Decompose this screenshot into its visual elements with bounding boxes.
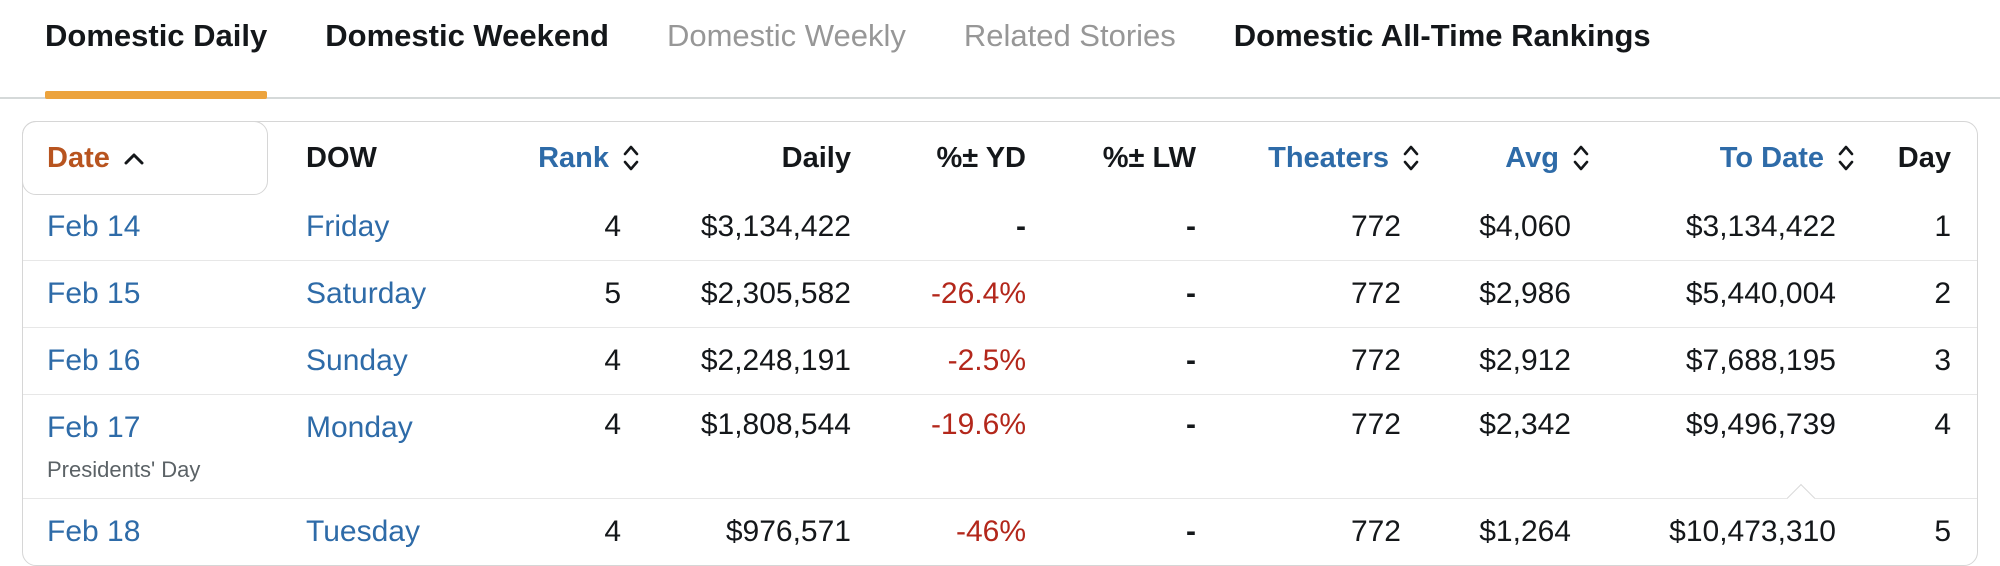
column-header-theaters[interactable]: Theaters <box>1196 122 1421 194</box>
table-row: Feb 14 Friday 4 $3,134,422 - - 772 $4,06… <box>23 194 1977 260</box>
sort-toggle-icon <box>1836 143 1856 173</box>
column-header-pct-yd: %± YD <box>851 122 1026 194</box>
avg-per-theater-value: $4,060 <box>1479 210 1571 243</box>
theaters-value: 772 <box>1350 515 1401 548</box>
sort-toggle-icon <box>1401 143 1421 173</box>
gross-to-date-value: $9,496,739 <box>1685 408 1836 441</box>
table-row: Feb 17 Presidents' Day Monday 4 $1,808,5… <box>23 394 1977 498</box>
daily-gross-value: $1,808,544 <box>700 408 851 441</box>
sort-ascending-icon <box>122 151 146 166</box>
header-label: Date <box>47 141 110 174</box>
daily-gross-value: $2,248,191 <box>700 344 851 377</box>
tab-label: Domestic Weekend <box>325 18 609 53</box>
active-tab-underline <box>45 91 268 99</box>
header-label: Avg <box>1505 141 1559 174</box>
tab-label: Domestic All-Time Rankings <box>1233 18 1651 53</box>
column-header-to-date[interactable]: To Date <box>1591 122 1856 194</box>
avg-per-theater-value: $2,986 <box>1479 277 1571 310</box>
rank-value: 4 <box>604 210 621 243</box>
pct-change-yd-value: -46% <box>955 515 1026 548</box>
header-label: Daily <box>781 141 851 174</box>
header-label: Theaters <box>1268 141 1389 174</box>
column-header-pct-lw: %± LW <box>1026 122 1196 194</box>
column-header-date[interactable]: Date <box>23 122 266 194</box>
column-header-dow: DOW <box>266 122 501 194</box>
daily-gross-value: $3,134,422 <box>700 210 851 243</box>
date-link[interactable]: Feb 15 <box>47 277 141 310</box>
avg-per-theater-value: $2,912 <box>1479 344 1571 377</box>
dow-link[interactable]: Friday <box>306 210 390 243</box>
dow-link[interactable]: Saturday <box>306 277 427 310</box>
tab-bar: Domestic Daily Domestic Weekend Domestic… <box>0 0 2000 99</box>
avg-per-theater-value: $2,342 <box>1479 408 1571 441</box>
gross-to-date-value: $10,473,310 <box>1669 515 1836 548</box>
date-link[interactable]: Feb 18 <box>47 515 141 548</box>
pct-change-lw-value: - <box>1186 277 1196 310</box>
column-header-daily: Daily <box>641 122 851 194</box>
header-label: Day <box>1897 141 1951 174</box>
date-link[interactable]: Feb 17 <box>47 411 141 444</box>
holiday-note: Presidents' Day <box>47 457 201 482</box>
header-label: To Date <box>1719 141 1824 174</box>
day-number-value: 1 <box>1934 210 1951 243</box>
gross-to-date-value: $5,440,004 <box>1685 277 1836 310</box>
pct-change-yd-value: -26.4% <box>930 277 1026 310</box>
day-number-value: 5 <box>1934 515 1951 548</box>
dow-link[interactable]: Monday <box>306 411 413 444</box>
theaters-value: 772 <box>1350 344 1401 377</box>
gross-to-date-value: $7,688,195 <box>1685 344 1836 377</box>
theaters-value: 772 <box>1350 408 1401 441</box>
avg-per-theater-value: $1,264 <box>1479 515 1571 548</box>
dow-link[interactable]: Tuesday <box>306 515 420 548</box>
tab-label: Domestic Daily <box>45 18 268 53</box>
date-link[interactable]: Feb 16 <box>47 344 141 377</box>
daily-gross-value: $2,305,582 <box>700 277 851 310</box>
tab-domestic-weekend[interactable]: Domestic Weekend <box>325 16 609 99</box>
dow-link[interactable]: Sunday <box>306 344 408 377</box>
table-row: Feb 16 Sunday 4 $2,248,191 -2.5% - 772 $… <box>23 327 1977 394</box>
tab-domestic-all-time-rankings[interactable]: Domestic All-Time Rankings <box>1234 16 1651 99</box>
table-body: Feb 14 Friday 4 $3,134,422 - - 772 $4,06… <box>23 194 1977 565</box>
header-label: Rank <box>538 141 609 174</box>
tab-domestic-weekly[interactable]: Domestic Weekly <box>667 16 906 99</box>
pct-change-yd-value: -19.6% <box>930 408 1026 441</box>
column-header-rank[interactable]: Rank <box>501 122 641 194</box>
day-number-value: 4 <box>1934 408 1951 441</box>
rank-value: 4 <box>604 408 621 441</box>
tab-label: Related Stories <box>963 18 1176 53</box>
pct-change-lw-value: - <box>1186 344 1196 377</box>
pct-change-yd-value: -2.5% <box>947 344 1026 377</box>
rank-value: 4 <box>604 344 621 377</box>
tab-domestic-daily[interactable]: Domestic Daily <box>45 16 268 99</box>
rank-value: 4 <box>604 515 621 548</box>
box-office-daily-table: Date DOW Rank Daily <box>22 121 1978 566</box>
date-link[interactable]: Feb 14 <box>47 210 141 243</box>
tab-related-stories[interactable]: Related Stories <box>964 16 1176 99</box>
tab-label: Domestic Weekly <box>666 18 906 53</box>
theaters-value: 772 <box>1350 210 1401 243</box>
table-row: Feb 15 Saturday 5 $2,305,582 -26.4% - 77… <box>23 260 1977 327</box>
sort-toggle-icon <box>1571 143 1591 173</box>
pct-change-lw-value: - <box>1186 210 1196 243</box>
header-label: %± YD <box>936 141 1026 174</box>
column-header-day: Day <box>1856 122 1977 194</box>
day-number-value: 2 <box>1934 277 1951 310</box>
day-number-value: 3 <box>1934 344 1951 377</box>
header-label: %± LW <box>1102 141 1196 174</box>
header-label: DOW <box>306 141 377 174</box>
pct-change-lw-value: - <box>1186 515 1196 548</box>
gross-to-date-value: $3,134,422 <box>1685 210 1836 243</box>
theaters-value: 772 <box>1350 277 1401 310</box>
pct-change-yd-value: - <box>1016 210 1026 243</box>
pct-change-lw-value: - <box>1186 408 1196 441</box>
column-header-avg[interactable]: Avg <box>1421 122 1591 194</box>
rank-value: 5 <box>604 277 621 310</box>
daily-gross-value: $976,571 <box>725 515 851 548</box>
table-header-row: Date DOW Rank Daily <box>22 121 1977 195</box>
table-row: Feb 18 Tuesday 4 $976,571 -46% - 772 $1,… <box>23 483 1977 565</box>
sort-toggle-icon <box>621 143 641 173</box>
